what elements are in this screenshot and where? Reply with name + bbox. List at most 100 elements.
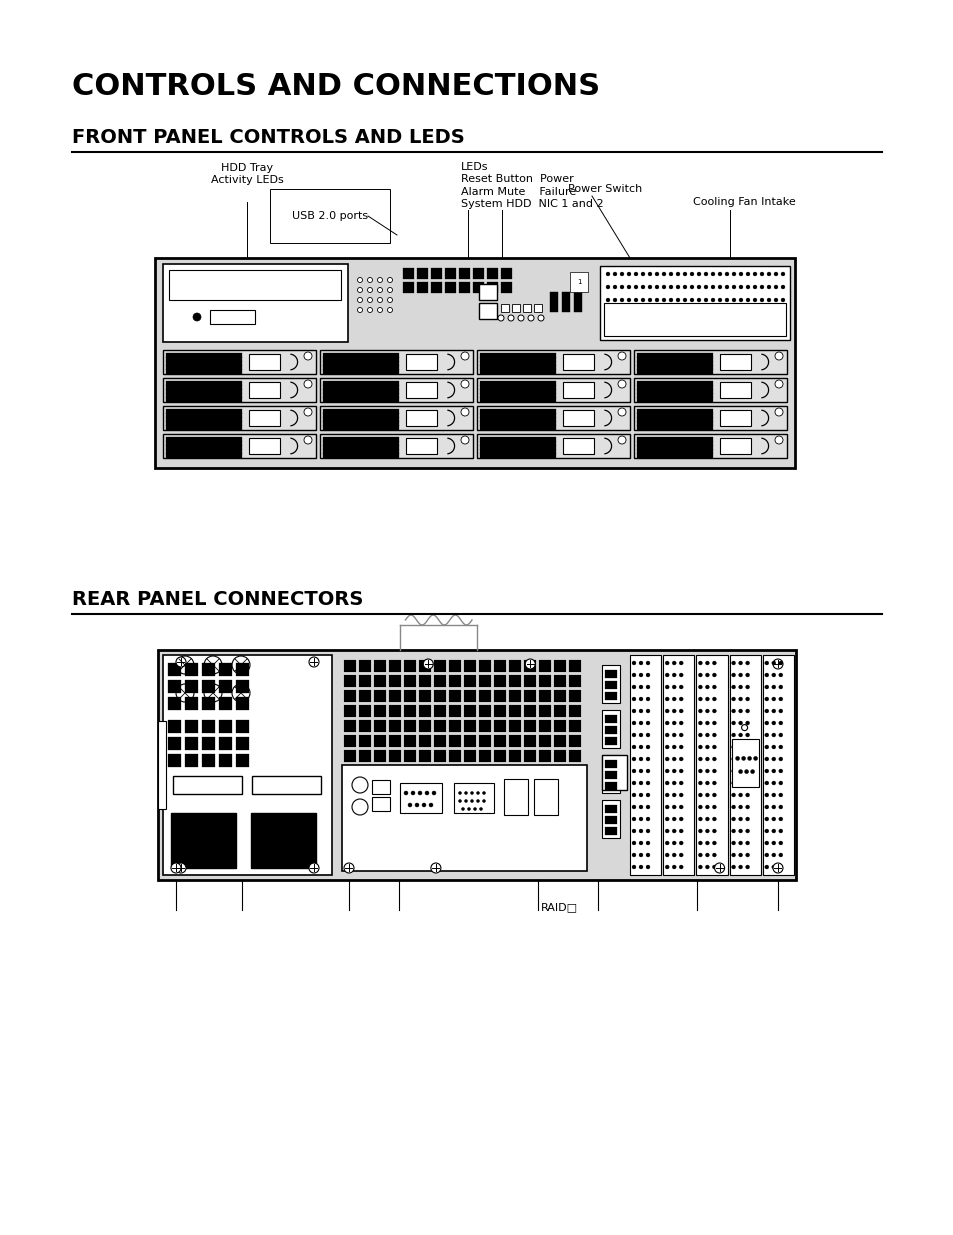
Circle shape (753, 756, 757, 761)
Text: 1: 1 (577, 279, 580, 285)
Circle shape (377, 288, 382, 293)
Circle shape (647, 324, 651, 329)
Bar (449, 676, 460, 687)
Bar (418, 705, 431, 718)
Bar (494, 750, 505, 762)
Circle shape (497, 315, 503, 321)
Circle shape (745, 324, 749, 329)
Circle shape (771, 709, 775, 713)
Circle shape (672, 781, 676, 785)
Bar (403, 764, 416, 777)
Bar (374, 781, 386, 792)
Bar (418, 735, 431, 747)
Bar (168, 720, 181, 734)
Circle shape (774, 408, 782, 416)
Bar (479, 445, 555, 450)
Circle shape (664, 685, 668, 689)
Circle shape (766, 324, 770, 329)
Circle shape (387, 288, 392, 293)
Circle shape (661, 324, 665, 329)
Bar (389, 676, 400, 687)
Circle shape (712, 853, 716, 857)
Circle shape (415, 803, 418, 806)
Circle shape (626, 272, 630, 275)
Circle shape (668, 298, 672, 303)
Bar (374, 659, 386, 672)
Bar (323, 396, 398, 403)
Bar (534, 779, 558, 815)
Bar (374, 690, 386, 701)
Bar (554, 659, 565, 672)
Circle shape (740, 756, 745, 761)
Bar (166, 385, 241, 390)
Circle shape (631, 829, 636, 832)
Bar (235, 680, 249, 693)
Bar (494, 676, 505, 687)
Bar (323, 445, 398, 450)
Bar (458, 268, 470, 279)
Circle shape (645, 853, 649, 857)
Circle shape (710, 311, 714, 315)
Circle shape (639, 673, 642, 677)
Circle shape (639, 734, 642, 737)
Bar (434, 735, 446, 747)
Circle shape (760, 324, 763, 329)
Circle shape (712, 673, 716, 677)
Bar (323, 385, 398, 390)
Circle shape (664, 805, 668, 809)
Bar (449, 795, 460, 806)
Circle shape (745, 757, 749, 761)
Bar (166, 445, 241, 450)
Bar (479, 396, 555, 403)
Bar (319, 378, 473, 403)
Circle shape (704, 818, 709, 821)
Circle shape (525, 659, 535, 669)
Circle shape (745, 781, 749, 785)
Bar (403, 825, 416, 837)
Circle shape (367, 288, 372, 293)
Bar (562, 354, 594, 370)
Bar (185, 720, 198, 734)
Circle shape (458, 792, 461, 794)
Circle shape (645, 721, 649, 725)
Circle shape (476, 792, 479, 794)
Circle shape (724, 298, 728, 303)
Bar (389, 795, 400, 806)
Bar (562, 410, 594, 426)
Bar (523, 720, 536, 732)
Circle shape (704, 829, 709, 832)
Bar (463, 690, 476, 701)
Bar (372, 781, 390, 794)
Bar (434, 659, 446, 672)
Bar (494, 781, 505, 792)
Bar (403, 676, 416, 687)
Circle shape (764, 769, 768, 773)
Bar (251, 813, 315, 868)
Bar (637, 385, 712, 390)
Bar (434, 781, 446, 792)
Text: LEDs
Reset Button  Power
Alarm Mute    Failure
System HDD  NIC 1 and 2: LEDs Reset Button Power Alarm Mute Failu… (460, 162, 603, 209)
Circle shape (764, 697, 768, 701)
Circle shape (745, 661, 749, 664)
Bar (403, 690, 416, 701)
Circle shape (679, 841, 682, 845)
Circle shape (640, 324, 644, 329)
Circle shape (771, 685, 775, 689)
Bar (562, 382, 594, 398)
Bar (202, 720, 214, 734)
Bar (509, 750, 520, 762)
Bar (479, 412, 555, 417)
Circle shape (387, 278, 392, 283)
Bar (449, 750, 460, 762)
Bar (449, 659, 460, 672)
Circle shape (745, 745, 749, 748)
Circle shape (771, 769, 775, 773)
Bar (478, 825, 491, 837)
Circle shape (738, 864, 741, 869)
Circle shape (352, 799, 368, 815)
Circle shape (664, 709, 668, 713)
Circle shape (704, 757, 709, 761)
Circle shape (672, 805, 676, 809)
Bar (538, 705, 551, 718)
Circle shape (619, 324, 623, 329)
